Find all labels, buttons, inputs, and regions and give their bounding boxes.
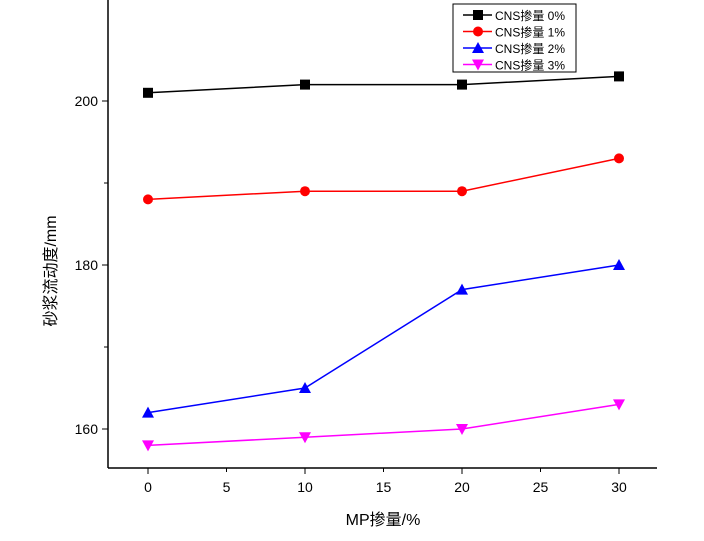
data-point	[143, 194, 153, 205]
x-tick-label: 30	[611, 479, 627, 495]
data-point	[300, 186, 310, 197]
series-3	[142, 399, 625, 452]
series-line	[147, 403, 620, 447]
series-line	[147, 75, 620, 94]
data-point	[299, 432, 311, 444]
y-axis-label: 砂浆流动度/mm	[42, 215, 60, 326]
series-line	[147, 264, 620, 414]
data-point	[457, 186, 467, 197]
data-point	[300, 79, 310, 90]
data-point	[142, 406, 154, 418]
y-tick-label: 160	[75, 421, 99, 437]
legend-label: CNS掺量 0%	[495, 8, 565, 23]
x-tick-label: 0	[144, 479, 152, 495]
x-tick-label: 5	[223, 479, 231, 495]
legend-marker	[472, 42, 484, 53]
legend-marker	[472, 59, 484, 71]
data-point	[456, 283, 468, 295]
y-tick-label: 180	[75, 257, 99, 273]
series-line	[147, 157, 620, 201]
x-tick-label: 15	[376, 479, 392, 495]
data-point	[613, 399, 625, 411]
x-tick-label: 25	[533, 479, 549, 495]
series-0	[143, 71, 624, 98]
series-1	[143, 153, 624, 205]
data-point	[614, 153, 624, 164]
series-2	[142, 259, 625, 418]
data-point	[299, 382, 311, 393]
legend-marker	[473, 10, 483, 20]
data-point	[142, 440, 154, 452]
data-point	[456, 424, 468, 435]
legend-label: CNS掺量 3%	[495, 58, 565, 73]
legend-label: CNS掺量 2%	[495, 41, 565, 56]
x-axis-label: MP掺量/%	[346, 511, 421, 529]
data-point	[143, 87, 153, 98]
data-point	[613, 259, 625, 270]
data-point	[614, 71, 624, 82]
x-tick-label: 10	[297, 479, 313, 495]
legend-marker	[473, 26, 483, 37]
series-group	[142, 71, 625, 452]
axes: 0 5 10 15 20 25 30 160 180 200	[75, 0, 657, 495]
legend: CNS掺量 0% CNS掺量 1%CNS掺量 2% CNS掺量 3%	[452, 3, 577, 73]
legend-label: CNS掺量 1%	[495, 25, 565, 40]
data-point	[457, 79, 467, 90]
y-tick-label: 200	[75, 93, 99, 109]
x-tick-label: 20	[454, 479, 470, 495]
